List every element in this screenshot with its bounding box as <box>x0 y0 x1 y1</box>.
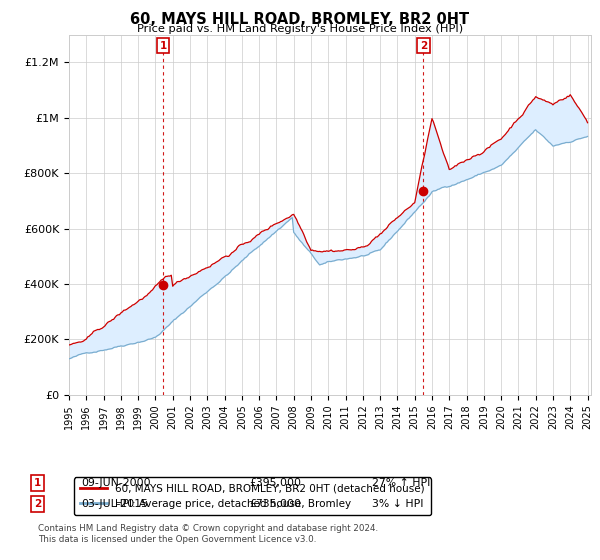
Text: 27% ↑ HPI: 27% ↑ HPI <box>372 478 430 488</box>
Text: 2: 2 <box>34 499 41 509</box>
Text: 60, MAYS HILL ROAD, BROMLEY, BR2 0HT: 60, MAYS HILL ROAD, BROMLEY, BR2 0HT <box>130 12 470 27</box>
Text: 1: 1 <box>160 40 167 50</box>
Text: 2: 2 <box>420 40 427 50</box>
Text: 03-JUL-2015: 03-JUL-2015 <box>81 499 148 509</box>
Text: £395,000: £395,000 <box>249 478 301 488</box>
Text: Price paid vs. HM Land Registry's House Price Index (HPI): Price paid vs. HM Land Registry's House … <box>137 24 463 34</box>
Text: 3% ↓ HPI: 3% ↓ HPI <box>372 499 424 509</box>
Text: 09-JUN-2000: 09-JUN-2000 <box>81 478 151 488</box>
Text: £735,000: £735,000 <box>249 499 301 509</box>
Text: 1: 1 <box>34 478 41 488</box>
Legend: 60, MAYS HILL ROAD, BROMLEY, BR2 0HT (detached house), HPI: Average price, detac: 60, MAYS HILL ROAD, BROMLEY, BR2 0HT (de… <box>74 478 431 515</box>
Text: Contains HM Land Registry data © Crown copyright and database right 2024.
This d: Contains HM Land Registry data © Crown c… <box>38 524 378 544</box>
